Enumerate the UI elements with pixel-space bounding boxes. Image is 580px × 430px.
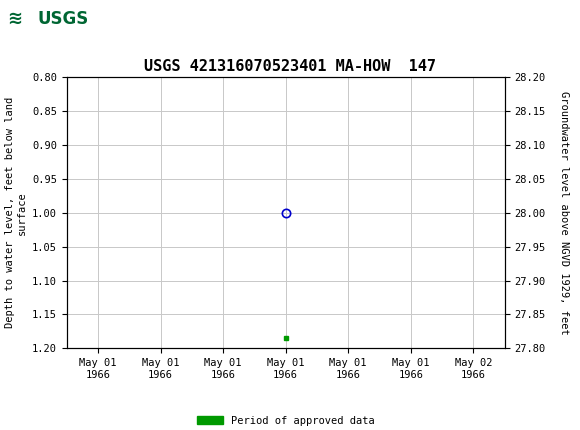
FancyBboxPatch shape — [3, 3, 78, 37]
Text: ≋: ≋ — [8, 10, 23, 28]
Text: USGS 421316070523401 MA-HOW  147: USGS 421316070523401 MA-HOW 147 — [144, 59, 436, 74]
Y-axis label: Groundwater level above NGVD 1929, feet: Groundwater level above NGVD 1929, feet — [560, 91, 570, 335]
Text: USGS: USGS — [38, 10, 89, 28]
Legend: Period of approved data: Period of approved data — [193, 412, 379, 430]
Y-axis label: Depth to water level, feet below land
surface: Depth to water level, feet below land su… — [5, 97, 27, 329]
